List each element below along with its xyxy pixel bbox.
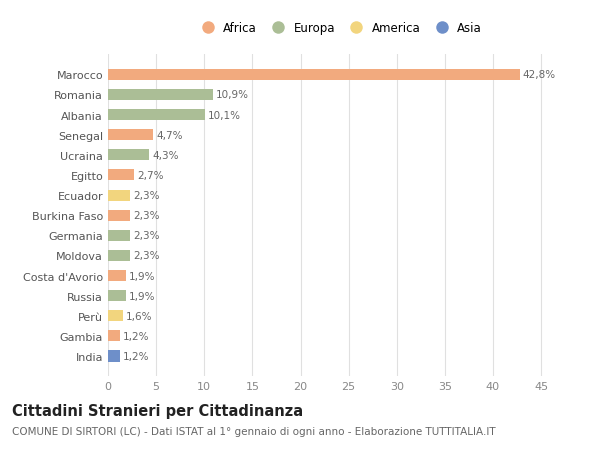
Bar bbox=[108, 351, 119, 362]
Text: 1,9%: 1,9% bbox=[129, 291, 155, 301]
Text: 10,9%: 10,9% bbox=[216, 90, 249, 100]
Text: Cittadini Stranieri per Cittadinanza: Cittadini Stranieri per Cittadinanza bbox=[12, 403, 303, 419]
Bar bbox=[108, 311, 124, 322]
Bar bbox=[108, 130, 153, 141]
Text: 1,9%: 1,9% bbox=[129, 271, 155, 281]
Bar bbox=[108, 330, 119, 341]
Text: 4,7%: 4,7% bbox=[156, 130, 182, 140]
Bar bbox=[108, 291, 126, 302]
Text: 42,8%: 42,8% bbox=[523, 70, 556, 80]
Bar bbox=[108, 230, 130, 241]
Bar bbox=[108, 110, 205, 121]
Text: 2,3%: 2,3% bbox=[133, 211, 160, 221]
Bar bbox=[108, 150, 149, 161]
Bar bbox=[108, 70, 520, 81]
Text: 2,3%: 2,3% bbox=[133, 190, 160, 201]
Bar bbox=[108, 270, 126, 281]
Bar bbox=[108, 90, 213, 101]
Bar bbox=[108, 250, 130, 262]
Text: 2,3%: 2,3% bbox=[133, 251, 160, 261]
Bar bbox=[108, 190, 130, 201]
Text: 1,6%: 1,6% bbox=[126, 311, 153, 321]
Bar bbox=[108, 170, 134, 181]
Text: COMUNE DI SIRTORI (LC) - Dati ISTAT al 1° gennaio di ogni anno - Elaborazione TU: COMUNE DI SIRTORI (LC) - Dati ISTAT al 1… bbox=[12, 426, 496, 436]
Text: 4,3%: 4,3% bbox=[152, 151, 179, 161]
Text: 2,3%: 2,3% bbox=[133, 231, 160, 241]
Text: 1,2%: 1,2% bbox=[122, 351, 149, 361]
Text: 10,1%: 10,1% bbox=[208, 110, 241, 120]
Legend: Africa, Europa, America, Asia: Africa, Europa, America, Asia bbox=[196, 22, 482, 35]
Text: 1,2%: 1,2% bbox=[122, 331, 149, 341]
Text: 2,7%: 2,7% bbox=[137, 171, 163, 180]
Bar bbox=[108, 210, 130, 221]
